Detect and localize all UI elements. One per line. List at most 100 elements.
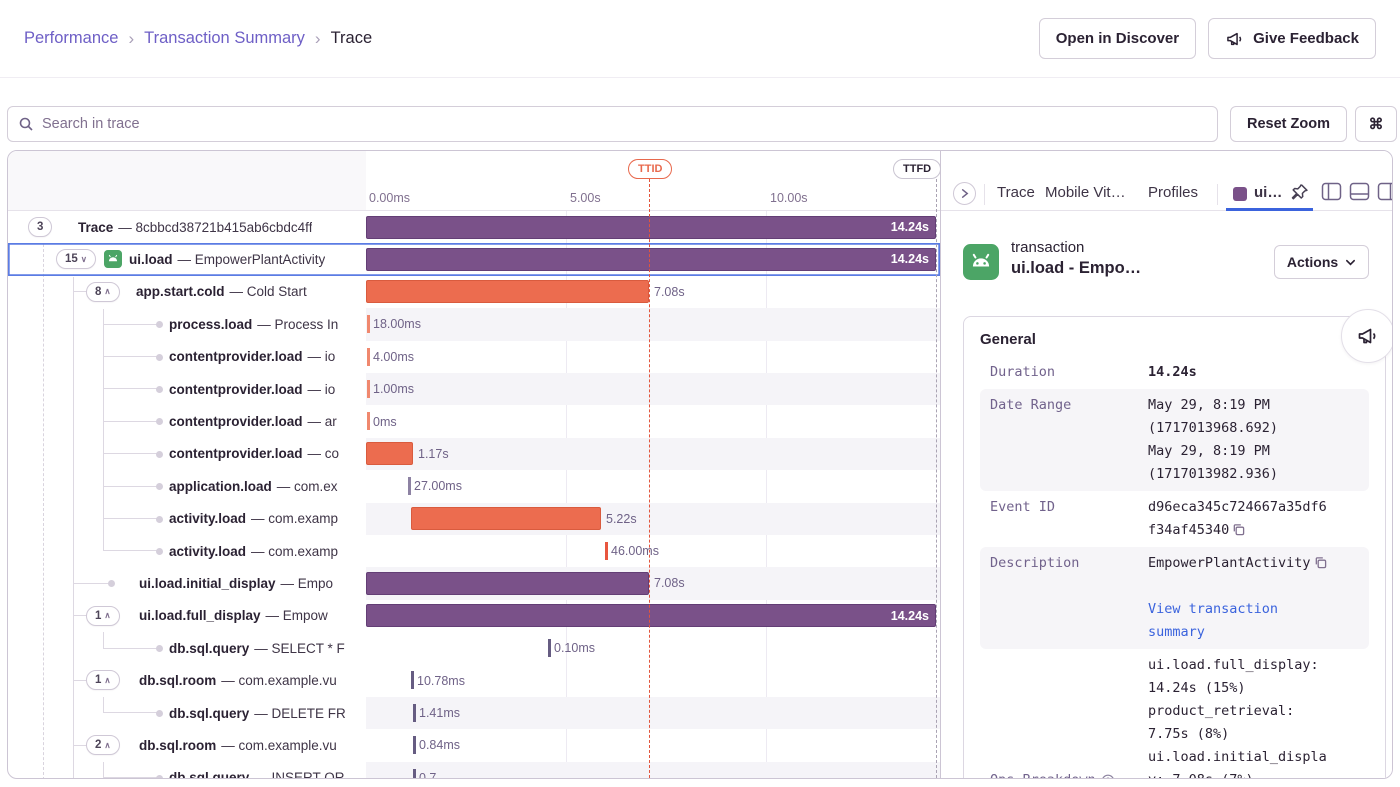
span-description: — com.ex <box>276 478 338 494</box>
copy-icon[interactable] <box>1232 523 1245 536</box>
tab-divider <box>1217 184 1218 205</box>
expand-pill[interactable]: 2 ∧ <box>86 735 120 756</box>
span-tick[interactable] <box>408 477 411 496</box>
span-tick[interactable] <box>413 768 416 778</box>
span-duration: 14.24s <box>890 608 929 623</box>
breadcrumb-transaction-summary[interactable]: Transaction Summary <box>144 29 305 47</box>
view-transaction-summary-link[interactable]: View transaction summary <box>1148 601 1279 640</box>
ttfd-badge[interactable]: TTFD <box>893 159 942 179</box>
span-tick[interactable] <box>548 639 551 658</box>
tab-trace[interactable]: Trace <box>997 184 1035 201</box>
span-tick[interactable] <box>413 703 416 722</box>
span-bar[interactable]: 14.24s <box>366 215 936 239</box>
expand-pill[interactable]: 3 <box>28 217 53 237</box>
event-id-value: d96eca345c724667a35df6f34af45340 <box>1148 496 1327 542</box>
reset-zoom-button[interactable]: Reset Zoom <box>1230 106 1347 142</box>
expand-pill[interactable]: 1 ∧ <box>86 605 120 626</box>
transaction-type-label: transaction <box>1011 239 1085 256</box>
span-row-db.sql.room[interactable]: 1 ∧ db.sql.room — com.example.vu 10.78ms <box>8 664 940 696</box>
layout-bottom-panel-icon[interactable] <box>1349 182 1370 201</box>
span-op: application.load <box>169 478 272 494</box>
span-row-contentprovider.load[interactable]: contentprovider.load — io 4.00ms <box>8 341 940 373</box>
span-bar[interactable] <box>366 571 649 595</box>
ttid-badge[interactable]: TTID <box>628 159 673 179</box>
actions-button[interactable]: Actions <box>1274 245 1369 279</box>
ops-breakdown-label: Ops Breakdown <box>990 769 1096 778</box>
tab-mobile-vitals[interactable]: Mobile Vit… <box>1045 184 1126 201</box>
expand-pill[interactable]: 8 ∧ <box>86 281 120 302</box>
span-duration: 18.00ms <box>373 317 421 332</box>
tree-guide-line <box>103 697 104 713</box>
open-in-discover-button[interactable]: Open in Discover <box>1038 18 1197 59</box>
tab-profiles[interactable]: Profiles <box>1148 184 1199 201</box>
span-description: — EmpowerPlantActivity <box>177 252 326 268</box>
help-icon[interactable] <box>1101 774 1115 778</box>
span-row-process.load[interactable]: process.load — Process In 18.00ms <box>8 308 940 341</box>
command-shortcut-button[interactable]: ⌘ <box>1355 106 1397 142</box>
layout-right-panel-icon[interactable] <box>1377 182 1392 201</box>
expand-pill[interactable]: 15 ∨ <box>56 249 97 270</box>
leaf-dot <box>156 547 163 555</box>
span-row-left: contentprovider.load — co <box>8 438 366 470</box>
span-row-left: contentprovider.load — io <box>8 373 366 405</box>
span-tick[interactable] <box>367 347 370 366</box>
span-row-activity.load[interactable]: activity.load — com.examp 5.22s <box>8 502 940 535</box>
span-duration: 7.08s <box>654 576 685 591</box>
search-input[interactable] <box>42 116 1207 132</box>
span-tick[interactable] <box>605 541 608 560</box>
leaf-dot <box>108 580 115 588</box>
span-row-ui.load.full_display[interactable]: 1 ∧ ui.load.full_display — Empow 14.24s <box>8 600 940 632</box>
leaf-dot <box>156 321 163 329</box>
copy-icon[interactable] <box>1314 556 1327 569</box>
span-tick[interactable] <box>367 412 370 431</box>
ttid-marker-line <box>649 179 650 778</box>
span-row-ui.load[interactable]: 15 ∨ ui.load — EmpowerPlantActivity 14.24s <box>8 243 940 275</box>
layout-left-panel-icon[interactable] <box>1321 182 1342 201</box>
span-bar[interactable]: 14.24s <box>366 247 936 271</box>
span-tick[interactable] <box>411 671 414 690</box>
span-row-db.sql.query[interactable]: db.sql.query — SELECT * F 0.10ms <box>8 632 940 664</box>
span-op: contentprovider.load <box>169 349 303 365</box>
tab-active-span[interactable]: ui… <box>1254 184 1283 201</box>
span-label: ui.load.full_display — Empow <box>139 600 328 632</box>
tick-label-0: 0.00ms <box>369 191 410 205</box>
span-row-contentprovider.load[interactable]: contentprovider.load — co 1.17s <box>8 437 940 471</box>
description-key: Description <box>990 555 1080 571</box>
span-row-application.load[interactable]: application.load — com.ex 27.00ms <box>8 470 940 502</box>
span-row-app.start.cold[interactable]: 8 ∧ app.start.cold — Cold Start 7.08s <box>8 276 940 308</box>
span-row-Trace[interactable]: 3 Trace — 8cbbcd38721b415ab6cbdc4ff 14.24s <box>8 211 940 243</box>
span-row-contentprovider.load[interactable]: contentprovider.load — io 1.00ms <box>8 372 940 406</box>
span-tick[interactable] <box>413 736 416 755</box>
span-tick[interactable] <box>367 315 370 334</box>
span-row-ui.load.initial_display[interactable]: ui.load.initial_display — Empo 7.08s <box>8 567 940 600</box>
search-box[interactable] <box>7 106 1218 142</box>
span-description: — io <box>307 349 336 365</box>
expand-pill[interactable]: 1 ∧ <box>86 670 120 691</box>
tree-guide-line <box>103 309 104 551</box>
tree-connector <box>103 453 158 455</box>
span-tick[interactable] <box>367 379 370 398</box>
kv-row-date-range: Date Range May 29, 8:19 PM (1717013968.6… <box>980 389 1369 491</box>
give-feedback-button[interactable]: Give Feedback <box>1208 18 1376 59</box>
span-duration: 14.24s <box>890 220 929 234</box>
breadcrumb-performance[interactable]: Performance <box>24 29 119 47</box>
span-row-db.sql.query[interactable]: db.sql.query — INSERT OR 0.7 <box>8 761 940 778</box>
span-row-activity.load[interactable]: activity.load — com.examp 46.00ms <box>8 535 940 567</box>
span-op: ui.load.initial_display <box>139 575 276 591</box>
span-row-contentprovider.load[interactable]: contentprovider.load — ar 0ms <box>8 405 940 437</box>
span-bar[interactable] <box>411 507 601 531</box>
description-value: EmpowerPlantActivity View transaction su… <box>1148 552 1327 644</box>
chevron-up-icon: ∧ <box>104 610 111 621</box>
span-bar[interactable] <box>366 442 413 466</box>
ops-entry: ui.load.full_display: 14.24s (15%) <box>1148 657 1319 696</box>
expand-drawer-button[interactable] <box>953 182 976 205</box>
breadcrumb: Performance › Transaction Summary › Trac… <box>24 29 372 49</box>
span-row-db.sql.room[interactable]: 2 ∧ db.sql.room — com.example.vu 0.84ms <box>8 729 940 761</box>
span-label: application.load — com.ex <box>169 470 338 502</box>
page-header: Performance › Transaction Summary › Trac… <box>0 0 1400 78</box>
span-bar[interactable]: 14.24s <box>366 604 936 628</box>
span-row-db.sql.query[interactable]: db.sql.query — DELETE FR 1.41ms <box>8 696 940 730</box>
feedback-fab-button[interactable] <box>1341 309 1392 363</box>
pin-tab-icon[interactable] <box>1289 182 1310 203</box>
span-bar[interactable] <box>366 280 649 304</box>
